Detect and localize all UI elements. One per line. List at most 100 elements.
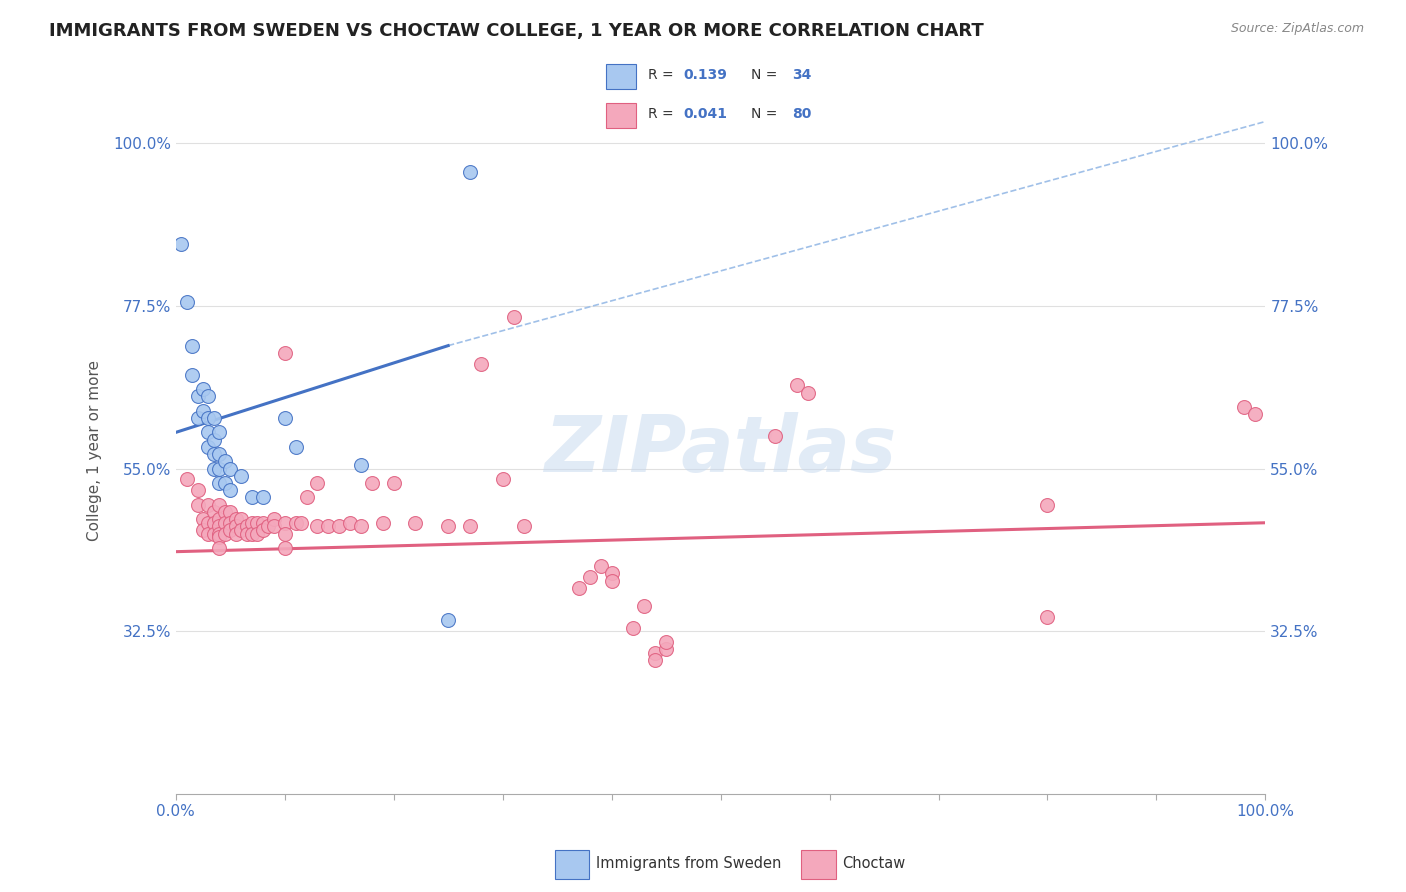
Point	[208, 461, 231, 475]
Point	[246, 516, 269, 530]
Text: N =: N =	[751, 68, 782, 82]
Point	[219, 483, 242, 498]
Point	[197, 411, 219, 425]
Point	[181, 368, 204, 382]
Point	[274, 411, 297, 425]
Point	[644, 646, 666, 660]
Point	[191, 512, 214, 526]
Point	[202, 433, 225, 447]
Point	[219, 523, 242, 537]
Point	[231, 468, 253, 483]
Point	[295, 491, 318, 505]
Point	[235, 526, 257, 541]
Text: 0.041: 0.041	[683, 107, 727, 121]
Point	[208, 512, 231, 526]
Point	[796, 385, 818, 400]
Point	[382, 475, 405, 490]
Text: 34: 34	[793, 68, 811, 82]
Point	[197, 440, 219, 454]
Point	[197, 516, 219, 530]
Point	[655, 635, 678, 649]
Point	[263, 519, 285, 533]
Point	[274, 346, 297, 360]
FancyBboxPatch shape	[606, 103, 636, 128]
Point	[579, 570, 602, 584]
Point	[208, 530, 231, 544]
Point	[240, 526, 263, 541]
Point	[225, 512, 247, 526]
Point	[600, 566, 623, 581]
Point	[1243, 407, 1265, 421]
Point	[252, 491, 274, 505]
Point	[186, 483, 209, 498]
Point	[202, 526, 225, 541]
Text: IMMIGRANTS FROM SWEDEN VS CHOCTAW COLLEGE, 1 YEAR OR MORE CORRELATION CHART: IMMIGRANTS FROM SWEDEN VS CHOCTAW COLLEG…	[49, 22, 984, 40]
Point	[208, 447, 231, 461]
Text: N =: N =	[751, 107, 782, 121]
Point	[176, 295, 198, 310]
Point	[1036, 498, 1059, 512]
Point	[284, 516, 307, 530]
FancyBboxPatch shape	[606, 63, 636, 89]
Point	[231, 523, 253, 537]
Point	[437, 519, 460, 533]
Point	[284, 440, 307, 454]
Point	[1036, 609, 1059, 624]
Point	[231, 512, 253, 526]
Point	[208, 498, 231, 512]
Point	[225, 519, 247, 533]
Point	[208, 526, 231, 541]
Point	[202, 447, 225, 461]
Point	[589, 559, 612, 574]
Point	[235, 519, 257, 533]
Point	[181, 338, 204, 352]
Text: 0.139: 0.139	[683, 68, 727, 82]
Point	[191, 403, 214, 417]
Point	[246, 526, 269, 541]
Point	[186, 411, 209, 425]
Point	[458, 165, 481, 179]
Point	[263, 512, 285, 526]
Point	[633, 599, 655, 613]
Point	[405, 516, 427, 530]
FancyBboxPatch shape	[801, 850, 837, 879]
Point	[600, 574, 623, 588]
Point	[191, 382, 214, 396]
Point	[339, 516, 361, 530]
Point	[437, 613, 460, 627]
Point	[458, 519, 481, 533]
Point	[191, 523, 214, 537]
Point	[208, 519, 231, 533]
Text: Immigrants from Sweden: Immigrants from Sweden	[596, 855, 782, 871]
Point	[197, 389, 219, 403]
Point	[307, 475, 329, 490]
Point	[170, 237, 193, 252]
Point	[214, 516, 236, 530]
Point	[371, 516, 394, 530]
Point	[176, 472, 198, 486]
Point	[197, 526, 219, 541]
Point	[257, 519, 280, 533]
Point	[186, 389, 209, 403]
Text: 80: 80	[793, 107, 811, 121]
Point	[513, 519, 536, 533]
Point	[763, 429, 786, 443]
Text: R =: R =	[648, 68, 678, 82]
Point	[214, 475, 236, 490]
FancyBboxPatch shape	[554, 850, 589, 879]
Point	[290, 516, 312, 530]
Point	[274, 541, 297, 555]
Point	[470, 357, 492, 371]
Point	[350, 519, 373, 533]
Point	[492, 472, 515, 486]
Point	[240, 516, 263, 530]
Point	[208, 541, 231, 555]
Point	[786, 378, 808, 392]
Point	[655, 642, 678, 657]
Point	[644, 653, 666, 667]
Point	[214, 454, 236, 468]
Point	[274, 526, 297, 541]
Point	[219, 461, 242, 475]
Point	[202, 461, 225, 475]
Text: Source: ZipAtlas.com: Source: ZipAtlas.com	[1230, 22, 1364, 36]
